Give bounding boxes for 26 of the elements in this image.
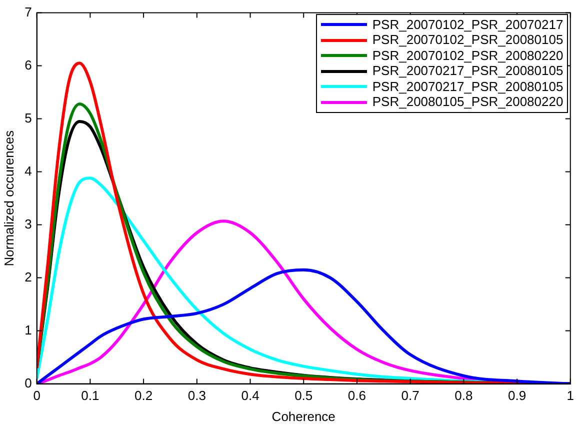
x-tick-label: 0.6	[348, 388, 366, 404]
y-tick-label: 0	[24, 375, 32, 390]
y-tick-label: 7	[24, 4, 32, 20]
legend-label: PSR_20070217_PSR_20080105	[372, 78, 564, 94]
y-tick-label: 6	[24, 57, 32, 72]
y-tick-label: 1	[24, 322, 32, 338]
y-tick-label: 2	[24, 269, 32, 284]
y-tick-label: 3	[24, 216, 32, 232]
y-axis-title: Normalized occurences	[1, 130, 16, 266]
y-tick-label: 4	[24, 163, 32, 178]
legend-label: PSR_20080105_PSR_20080220	[372, 94, 564, 110]
y-tick-label: 5	[24, 110, 32, 126]
x-tick-label: 0.7	[401, 388, 420, 404]
legend-label: PSR_20070102_PSR_20080220	[372, 48, 564, 64]
x-tick-label: 0.1	[81, 388, 100, 404]
legend-label: PSR_20070102_PSR_20080105	[372, 32, 564, 48]
x-tick-label: 0.4	[241, 388, 260, 404]
x-tick-label: 0.2	[134, 388, 153, 404]
x-tick-label: 1	[566, 388, 574, 404]
x-tick-label: 0.8	[454, 388, 473, 404]
legend-label: PSR_20070102_PSR_20070217	[372, 16, 564, 32]
x-tick-label: 0.9	[508, 388, 526, 404]
x-tick-label: 0.5	[294, 388, 313, 404]
x-axis-title: Coherence	[272, 408, 336, 424]
x-tick-label: 0.3	[188, 388, 206, 404]
legend-label: PSR_20070217_PSR_20080105	[372, 63, 564, 79]
